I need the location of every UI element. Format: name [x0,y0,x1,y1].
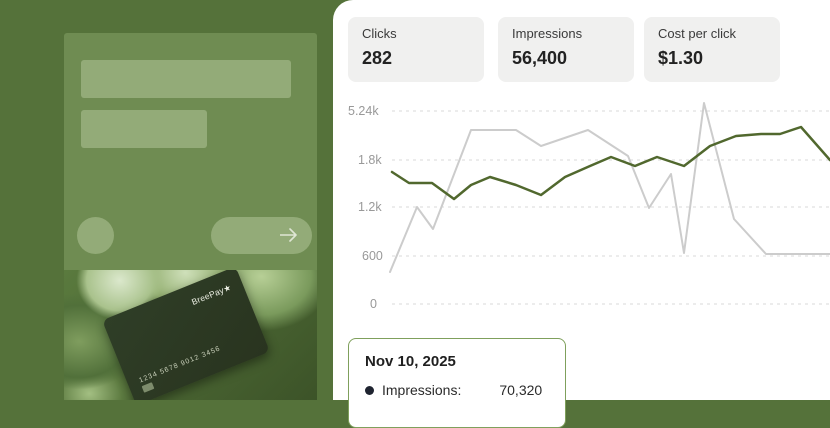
svg-text:1.2k: 1.2k [358,200,382,214]
svg-text:600: 600 [362,249,383,263]
svg-text:1.8k: 1.8k [358,153,382,167]
svg-text:0: 0 [370,297,377,311]
svg-text:5.24k: 5.24k [348,104,379,118]
